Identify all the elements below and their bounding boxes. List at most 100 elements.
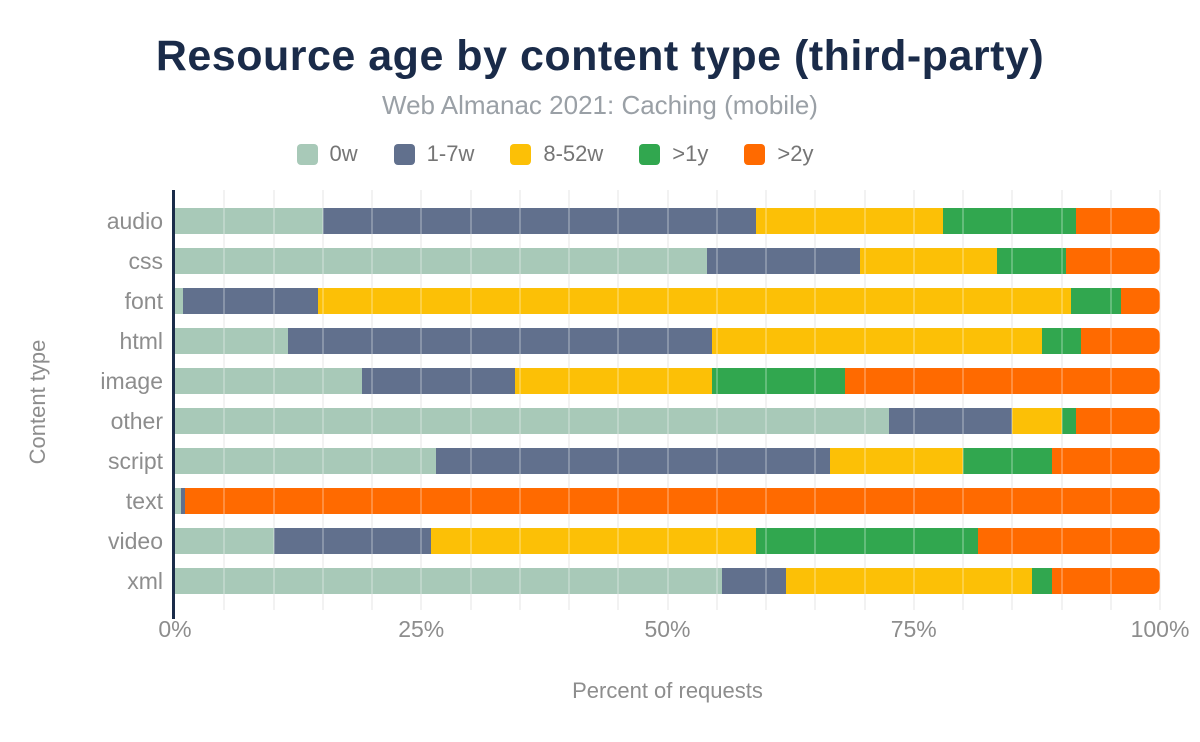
legend-label: 8-52w bbox=[543, 141, 604, 166]
bar-row-audio bbox=[175, 208, 1160, 234]
gridline-overlay bbox=[371, 190, 373, 610]
bar-segment-audio bbox=[943, 208, 1077, 234]
gridline-overlay bbox=[1159, 190, 1161, 610]
bar-segment-font bbox=[1120, 288, 1160, 314]
gridline bbox=[272, 190, 275, 610]
bar-segment-font bbox=[182, 288, 318, 314]
bar-segment-css bbox=[859, 248, 998, 274]
bar-segment-image bbox=[175, 368, 363, 394]
gridline bbox=[223, 190, 226, 610]
bar-row-css bbox=[175, 248, 1160, 274]
gridline bbox=[568, 190, 570, 610]
bar-segment-audio bbox=[175, 208, 323, 234]
gridline-overlay bbox=[420, 190, 423, 610]
gridline bbox=[666, 190, 669, 610]
bar-segment-css bbox=[997, 248, 1067, 274]
gridline bbox=[765, 190, 767, 610]
legend-item: 1-7w bbox=[393, 141, 475, 167]
bar-segment-other bbox=[1061, 408, 1077, 434]
bar-segment-xml bbox=[721, 568, 786, 594]
bar-segment-html bbox=[175, 328, 289, 354]
bar-segment-font bbox=[175, 288, 183, 314]
bar-segment-audio bbox=[756, 208, 944, 234]
x-axis-title: Percent of requests bbox=[572, 678, 763, 703]
bar-segment-html bbox=[1041, 328, 1082, 354]
legend-label: 1-7w bbox=[426, 141, 475, 166]
bar-row-script bbox=[175, 448, 1160, 474]
chart-title: Resource age by content type (third-part… bbox=[155, 32, 1045, 80]
y-axis-label-html: html bbox=[119, 328, 163, 354]
bar-segment-text bbox=[175, 488, 181, 514]
bar-segment-video bbox=[977, 528, 1160, 554]
legend-swatch-icon bbox=[296, 143, 318, 165]
x-axis-tick-label: 75% bbox=[890, 616, 937, 642]
bar-segment-script bbox=[830, 448, 963, 474]
y-axis-label-audio: audio bbox=[106, 208, 163, 234]
y-axis-label-font: font bbox=[124, 288, 163, 314]
chart-subtitle: Web Almanac 2021: Caching (mobile) bbox=[382, 90, 818, 120]
gridline-overlay bbox=[1109, 190, 1112, 610]
gridline-overlay bbox=[912, 190, 915, 610]
legend-swatch-icon bbox=[510, 143, 532, 165]
gridline-overlay bbox=[863, 190, 866, 610]
bar-segment-text bbox=[180, 488, 185, 514]
gridline-overlay bbox=[272, 190, 275, 610]
legend-item: 0w bbox=[296, 141, 358, 167]
bar-segment-script bbox=[962, 448, 1052, 474]
gridline-overlay bbox=[568, 190, 570, 610]
gridline-overlay bbox=[321, 190, 324, 610]
legend-item: 8-52w bbox=[510, 141, 603, 167]
gridline-overlay bbox=[962, 190, 964, 610]
bar-segment-other bbox=[1076, 408, 1160, 434]
bar-row-font bbox=[175, 288, 1160, 314]
gridline bbox=[1159, 190, 1161, 610]
legend-item: >1y bbox=[639, 141, 708, 167]
legend-item: >2y bbox=[744, 141, 813, 167]
bar-segment-text bbox=[184, 488, 1160, 514]
gridline-overlay bbox=[765, 190, 767, 610]
gridline-overlay bbox=[617, 190, 620, 610]
bar-row-other bbox=[175, 408, 1160, 434]
gridline bbox=[912, 190, 915, 610]
bar-segment-css bbox=[706, 248, 860, 274]
bar-segment-image bbox=[514, 368, 712, 394]
bar-segment-xml bbox=[1031, 568, 1052, 594]
gridline-overlay bbox=[814, 190, 817, 610]
gridline bbox=[962, 190, 964, 610]
bar-row-text bbox=[175, 488, 1160, 514]
bar-segment-video bbox=[431, 528, 757, 554]
bar-segment-html bbox=[711, 328, 1042, 354]
gridline bbox=[518, 190, 521, 610]
gridline-overlay bbox=[715, 190, 718, 610]
gridline bbox=[371, 190, 373, 610]
y-axis-label-xml: xml bbox=[127, 568, 163, 594]
bar-segment-image bbox=[711, 368, 845, 394]
legend-label: >2y bbox=[777, 141, 814, 166]
x-axis-zero-tick bbox=[172, 610, 175, 619]
bar-segment-script bbox=[436, 448, 831, 474]
gridline bbox=[1060, 190, 1063, 610]
bar-row-image bbox=[175, 368, 1160, 394]
bar-segment-xml bbox=[785, 568, 1032, 594]
bar-segment-script bbox=[175, 448, 437, 474]
y-axis-label-image: image bbox=[100, 368, 163, 394]
gridline bbox=[1011, 190, 1014, 610]
legend-swatch-icon bbox=[393, 143, 415, 165]
bar-segment-other bbox=[1012, 408, 1062, 434]
bar-segment-video bbox=[756, 528, 978, 554]
bar-segment-font bbox=[1071, 288, 1121, 314]
gridline bbox=[814, 190, 817, 610]
x-axis-tick-label: 25% bbox=[398, 616, 445, 642]
legend-label: 0w bbox=[329, 141, 358, 166]
gridline-overlay bbox=[518, 190, 521, 610]
gridline bbox=[321, 190, 324, 610]
bar-segment-xml bbox=[175, 568, 722, 594]
gridline bbox=[469, 190, 472, 610]
y-axis-line bbox=[172, 190, 175, 610]
x-axis-tick-label: 100% bbox=[1130, 616, 1190, 642]
y-axis-label-text: text bbox=[125, 488, 163, 514]
gridline-overlay bbox=[666, 190, 669, 610]
legend-label: >1y bbox=[672, 141, 709, 166]
legend-swatch-icon bbox=[639, 143, 661, 165]
gridline bbox=[863, 190, 866, 610]
